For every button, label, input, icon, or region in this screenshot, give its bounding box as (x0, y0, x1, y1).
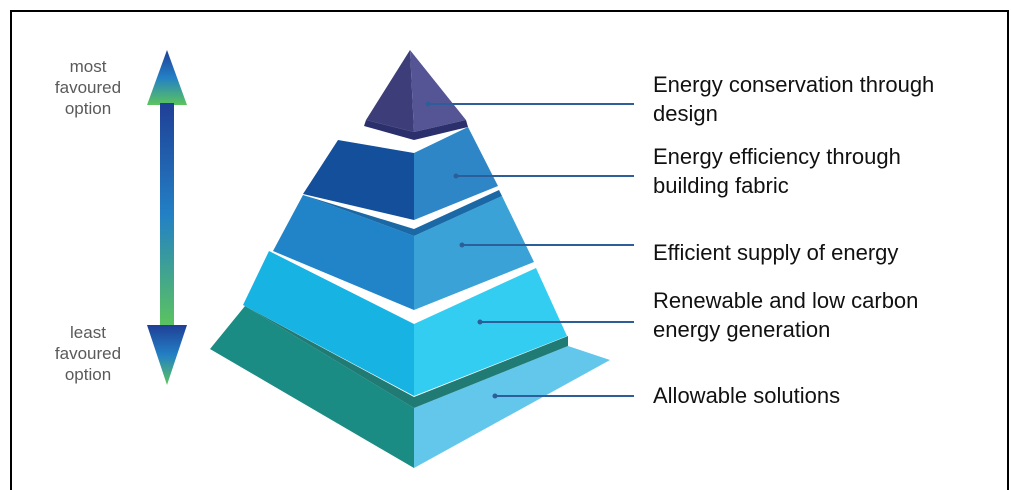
most-favoured-label: most favoured option (33, 56, 143, 119)
leader-lines (425, 101, 634, 399)
leader-dot-4 (477, 319, 483, 325)
tier-1-left-face (366, 50, 414, 132)
tier-5-left-face (210, 306, 414, 468)
tier-5-label-line-1: Allowable solutions (653, 383, 841, 408)
tier-3-label-line-1: Efficient supply of energy (653, 240, 899, 265)
tier-4-right-face (414, 268, 567, 396)
pyramid (210, 50, 610, 468)
tier-1-label-line-2: design (653, 101, 718, 126)
tier-4-label-line-1: Renewable and low carbon (653, 288, 919, 313)
tier-label-renewable: Renewable and low carbon energy generati… (653, 286, 918, 344)
tier-label-allowable-solutions: Allowable solutions (653, 381, 840, 410)
arrow-down-head (147, 325, 187, 385)
least-favoured-line-2: favoured (54, 344, 122, 363)
least-favoured-label: least favoured option (33, 322, 143, 385)
tier-1-label-line-1: Energy conservation through (653, 72, 935, 97)
tier-3-top-rim (303, 190, 502, 236)
tier-1-right-face (410, 50, 466, 132)
pyramid-tier-design (364, 50, 468, 140)
pyramid-tier-renewable (243, 251, 567, 396)
leader-dot-3 (459, 242, 465, 248)
pyramid-tier-efficient-supply (273, 190, 534, 310)
tier-5-right-face (414, 346, 610, 468)
leader-dot-2 (453, 173, 459, 179)
tier-4-left-face (243, 251, 414, 396)
tier-2-label-line-2: building fabric (653, 173, 789, 198)
pyramid-tier-allowable-solutions (210, 306, 610, 468)
arrow-up-head (147, 50, 187, 105)
diagram-frame (10, 10, 1009, 490)
tier-label-building-fabric: Energy efficiency through building fabri… (653, 142, 901, 200)
tier-3-right-face (414, 196, 534, 310)
tier-label-design: Energy conservation through design (653, 70, 934, 128)
preference-arrow (147, 50, 187, 385)
least-favoured-line-1: least (70, 323, 106, 342)
arrow-shaft (160, 103, 174, 327)
tier-label-efficient-supply: Efficient supply of energy (653, 238, 898, 267)
most-favoured-line-2: favoured (54, 78, 122, 97)
tier-4-label-line-2: energy generation (653, 317, 831, 342)
tier-2-left-face (303, 140, 414, 220)
least-favoured-line-3: option (64, 365, 112, 384)
tier-2-label-line-1: Energy efficiency through (653, 144, 901, 169)
tier-3-left-face (273, 195, 414, 310)
tier-1-base-rim (364, 120, 468, 140)
leader-dot-1 (425, 101, 431, 107)
most-favoured-line-1: most (69, 57, 107, 76)
most-favoured-line-3: option (64, 99, 112, 118)
leader-dot-5 (492, 393, 498, 399)
